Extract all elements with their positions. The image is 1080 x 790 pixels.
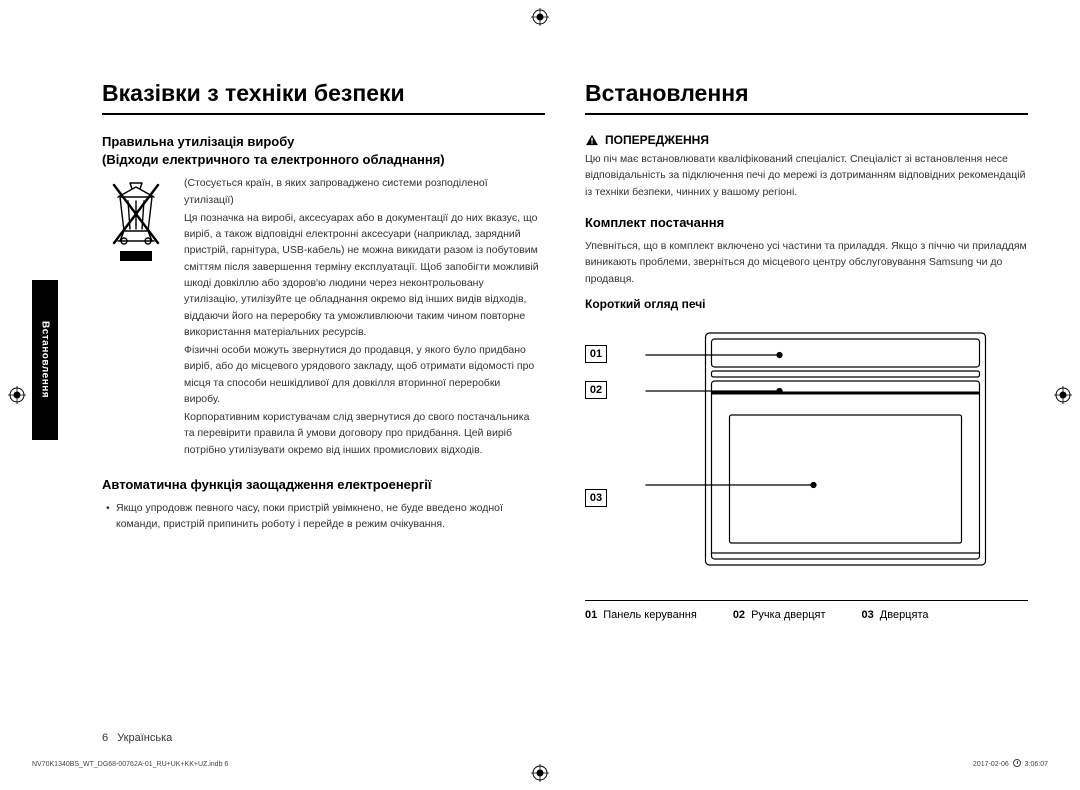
crop-mark-right — [1054, 386, 1072, 404]
warning-heading: ПОПЕРЕДЖЕННЯ — [585, 133, 1028, 147]
crop-mark-bottom — [531, 764, 549, 782]
col-right: Встановлення ПОПЕРЕДЖЕННЯ Цю піч має вст… — [585, 80, 1028, 720]
subheading-energy: Автоматична функція заощадження електрое… — [102, 476, 545, 494]
warning-label: ПОПЕРЕДЖЕННЯ — [605, 133, 709, 147]
crop-mark-left — [8, 386, 26, 404]
page-footer: 6 Українська — [102, 732, 172, 744]
section-tab-label: Встановлення — [40, 321, 51, 398]
disposal-p2: Фізичні особи можуть звернутися до прода… — [184, 342, 539, 407]
print-footer-datetime: 2017-02-06 3:06:07 — [973, 759, 1048, 768]
heading-safety: Вказівки з техніки безпеки — [102, 80, 545, 115]
legend-item-3: 03Дверцята — [862, 609, 929, 621]
callout-2: 02 — [585, 381, 607, 399]
warning-icon — [585, 134, 599, 146]
col-left: Вказівки з техніки безпеки Правильна ути… — [102, 80, 545, 720]
package-text: Упевніться, що в комплект включено усі ч… — [585, 238, 1028, 287]
subheading-package: Комплект постачання — [585, 214, 1028, 232]
subheading-disposal: Правильна утилізація виробу (Відходи еле… — [102, 133, 545, 169]
energy-list: Якщо упродовж певного часу, поки пристрі… — [106, 500, 545, 533]
weee-icon — [102, 175, 170, 460]
legend-item-1: 01Панель керування — [585, 609, 697, 621]
page: Встановлення Вказівки з техніки безпеки … — [32, 40, 1048, 750]
warning-text: Цю піч має встановлювати кваліфікований … — [585, 151, 1028, 200]
clock-icon — [1013, 759, 1021, 767]
page-number: 6 — [102, 732, 108, 744]
crop-mark-top — [531, 8, 549, 26]
page-language: Українська — [117, 732, 172, 744]
legend-rule — [585, 600, 1028, 601]
disposal-p3: Корпоративним користувачам слід звернути… — [184, 409, 539, 458]
diagram-callouts: 01 02 03 — [585, 321, 607, 507]
content-columns: Вказівки з техніки безпеки Правильна ути… — [102, 80, 1028, 720]
heading-install: Встановлення — [585, 80, 1028, 115]
disposal-block: (Стосується країн, в яких запроваджено с… — [102, 175, 545, 460]
subheading-overview: Короткий огляд печі — [585, 297, 1028, 311]
oven-diagram — [623, 321, 1028, 586]
legend-item-2: 02Ручка дверцят — [733, 609, 826, 621]
disposal-note: (Стосується країн, в яких запроваджено с… — [184, 175, 539, 208]
callout-1: 01 — [585, 345, 607, 363]
oven-diagram-block: 01 02 03 — [585, 321, 1028, 586]
print-footer-file: NV70K1340BS_WT_DG68-00762A-01_RU+UK+KK+U… — [32, 761, 228, 768]
legend: 01Панель керування 02Ручка дверцят 03Две… — [585, 609, 1028, 621]
disposal-p1: Ця позначка на виробі, аксесуарах або в … — [184, 210, 539, 340]
callout-3: 03 — [585, 489, 607, 507]
energy-bullet: Якщо упродовж певного часу, поки пристрі… — [106, 500, 545, 533]
section-tab: Встановлення — [32, 280, 58, 440]
disposal-text: (Стосується країн, в яких запроваджено с… — [184, 175, 539, 460]
